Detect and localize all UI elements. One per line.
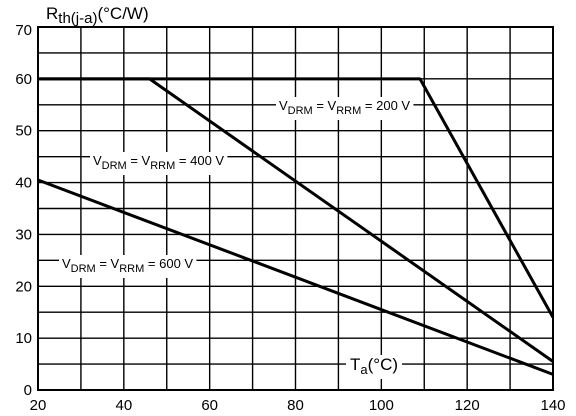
x-tick-label: 60 — [201, 397, 218, 414]
x-axis-label-part: (°C) — [368, 355, 398, 374]
x-tick-labels: 20 40 60 80 100 120 140 — [30, 397, 566, 414]
series-label-background — [276, 97, 414, 120]
label-part: = 600 V — [144, 256, 193, 271]
series-label-background — [59, 255, 197, 278]
x-axis-label: Ta(°C) — [346, 355, 403, 379]
x-tick-label: 80 — [287, 397, 304, 414]
label-subscript: RRM — [336, 105, 361, 117]
label-subscript: DRM — [288, 105, 313, 117]
series-line-1 — [38, 77, 555, 319]
series-line-3 — [37, 178, 554, 376]
x-tick-label: 140 — [540, 397, 565, 414]
label-part: = V — [313, 98, 337, 113]
plot-frame — [37, 26, 554, 391]
label-part: = 400 V — [175, 153, 224, 168]
label-part: V — [62, 256, 71, 271]
x-tick-label: 120 — [455, 397, 480, 414]
y-tick-label: 20 — [15, 278, 32, 295]
x-tick-label: 100 — [369, 397, 394, 414]
axis-labels: Rth(j-a)(°C/W) Ta(°C) — [46, 4, 403, 379]
label-part: = 200 V — [361, 98, 410, 113]
label-subscript: DRM — [71, 263, 96, 275]
series-label-text: VDRM = VRRM = 200 V — [279, 98, 410, 117]
x-axis-label-background — [346, 355, 403, 379]
y-axis-label: Rth(j-a)(°C/W) — [46, 4, 149, 27]
y-axis-label-part: R — [46, 4, 58, 23]
series-line-2 — [38, 77, 554, 363]
y-tick-label: 0 — [24, 382, 32, 399]
series-label-1: VDRM = VRRM = 200 V — [276, 97, 414, 120]
label-part: V — [279, 98, 288, 113]
label-part: = V — [127, 153, 151, 168]
y-axis-label-subscript: th(j-a) — [58, 10, 97, 27]
grid — [38, 27, 553, 390]
x-axis-label-subscript: a — [360, 362, 368, 377]
series-label-background — [90, 152, 228, 175]
x-axis-label-text: Ta(°C) — [350, 355, 398, 377]
label-subscript: DRM — [102, 160, 127, 172]
y-tick-label: 10 — [15, 330, 32, 347]
y-tick-labels: 0 10 20 30 40 50 60 70 — [15, 22, 32, 399]
label-subscript: RRM — [119, 263, 144, 275]
y-tick-label: 50 — [15, 123, 32, 140]
series-label-3: VDRM = VRRM = 600 V — [59, 255, 197, 278]
label-part: = V — [96, 256, 120, 271]
x-tick-label: 20 — [30, 397, 47, 414]
y-tick-label: 30 — [15, 226, 32, 243]
y-tick-label: 70 — [15, 22, 32, 39]
series-label-text: VDRM = VRRM = 600 V — [62, 256, 193, 275]
x-tick-label: 40 — [115, 397, 132, 414]
plot-border — [37, 26, 554, 391]
y-tick-label: 60 — [15, 71, 32, 88]
x-axis-label-part: T — [350, 355, 360, 374]
y-axis-label-part: (°C/W) — [97, 4, 148, 23]
series-label-2: VDRM = VRRM = 400 V — [90, 152, 228, 175]
series-label-text: VDRM = VRRM = 400 V — [93, 153, 224, 172]
y-tick-label: 40 — [15, 175, 32, 192]
label-subscript: RRM — [150, 160, 175, 172]
series-lines — [37, 77, 555, 376]
label-part: V — [93, 153, 102, 168]
